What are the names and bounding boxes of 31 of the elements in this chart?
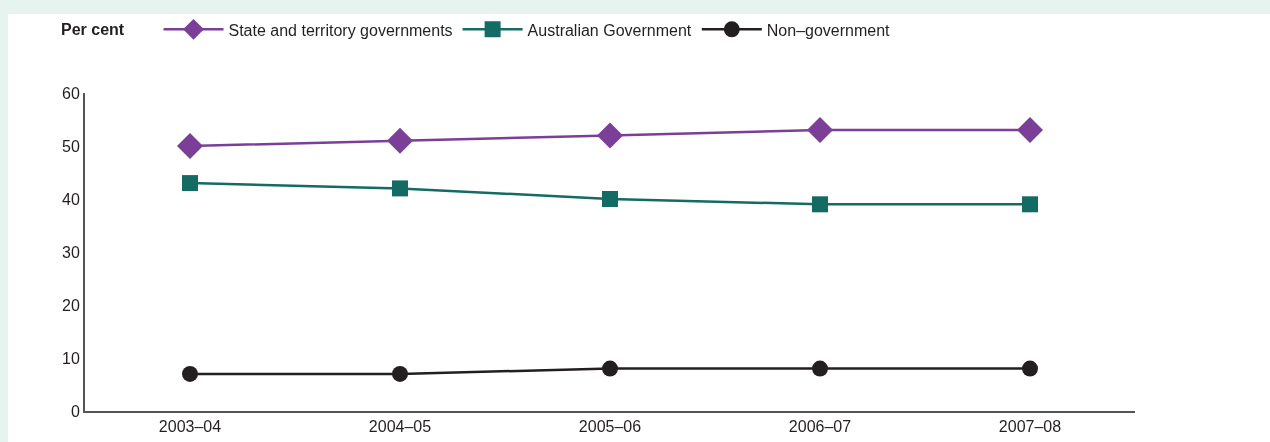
y-axis-title: Per cent [61,21,125,38]
x-tick-label: 2004–05 [368,418,432,436]
y-tick-label: 0 [70,402,80,420]
y-tick-label: 20 [62,296,80,314]
y-tick-label: 10 [62,349,80,367]
point [387,127,413,154]
point [1022,196,1038,213]
legend-label: Australian Government [527,21,692,39]
point [1017,117,1043,144]
point [182,175,198,192]
y-tick-label: 50 [62,137,80,155]
point [597,122,623,149]
legend-label: State and territory governments [228,21,453,39]
y-tick-label: 60 [62,84,80,102]
legend-label: Non–government [766,21,891,39]
point [1022,360,1038,377]
point [392,180,408,197]
y-tick-label: 40 [62,190,80,208]
point [812,360,828,377]
point [602,360,618,377]
point [177,133,203,159]
y-tick-label: 30 [62,243,80,261]
x-tick-label: 2007–08 [998,418,1062,436]
point [392,365,408,382]
x-tick-label: 2005–06 [578,418,642,436]
point [807,117,833,144]
point [812,196,828,213]
x-tick-label: 2003–04 [158,418,222,436]
point [182,365,198,382]
x-tick-label: 2006–07 [788,418,852,436]
point [602,191,618,207]
